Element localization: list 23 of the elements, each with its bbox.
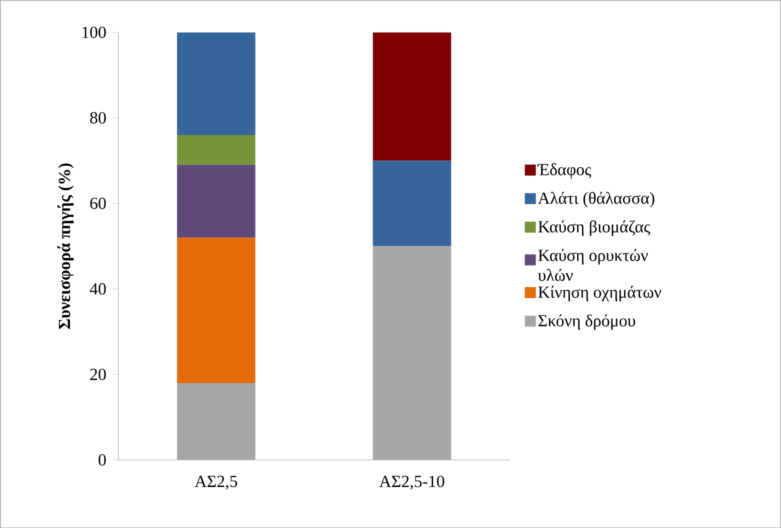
x-tick-label: ΑΣ2,5-10: [379, 476, 444, 490]
y-tick-label: 80: [90, 112, 106, 124]
bar: [177, 32, 256, 135]
legend-label: Κίνηση οχημάτων: [538, 286, 662, 302]
bar: [177, 164, 256, 238]
legend-label: Καύση ορυκτών υλών: [538, 248, 648, 281]
y-tick-label: 0: [98, 454, 106, 466]
bar: [372, 246, 452, 460]
y-tick-label: 40: [90, 283, 106, 294]
y-axis-title: Συνεισφορά πηγής (%): [57, 163, 74, 329]
legend-label: Έδαφος: [537, 163, 592, 179]
y-tick-label: 100: [82, 26, 106, 38]
bar: [372, 32, 452, 160]
x-tick-label: ΑΣ2,5: [194, 476, 238, 490]
bar: [372, 160, 452, 246]
legend-label: Αλάτι (θάλασσα): [538, 192, 654, 208]
bar: [177, 134, 256, 165]
y-tick-label: 60: [90, 198, 106, 209]
bar: [177, 382, 256, 460]
bar: [177, 237, 256, 383]
legend-label: Σκόνη δρόμου: [538, 314, 636, 330]
legend-label: Καύση βιομάζας: [538, 220, 650, 236]
y-tick-label: 20: [90, 368, 106, 380]
